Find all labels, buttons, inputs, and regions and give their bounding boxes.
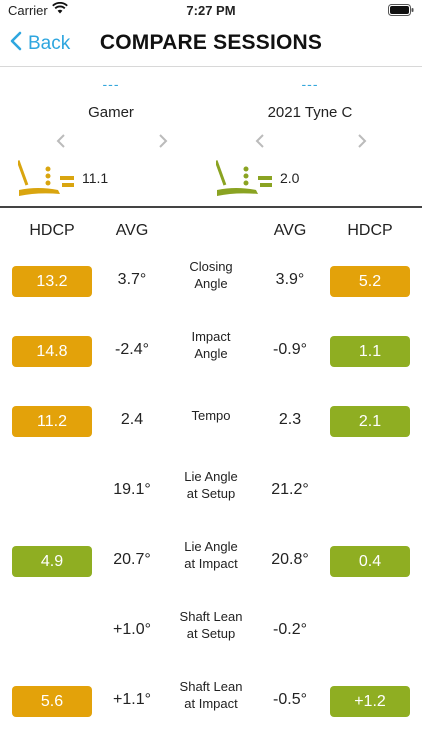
hdcp-badge-right: 0.4 xyxy=(330,546,410,577)
metric-label-line-1: Shaft Lean xyxy=(179,609,243,624)
putter-icon xyxy=(214,156,274,203)
avg-value-right: -0.5° xyxy=(273,691,307,708)
next-session-arrow[interactable] xyxy=(357,134,367,153)
back-button[interactable]: Back xyxy=(10,31,70,57)
metric-label-line-2: Angle xyxy=(194,346,228,361)
hdcp-badge-right: 5.2 xyxy=(330,266,410,297)
status-time: 7:27 PM xyxy=(186,3,236,18)
metric-label-line-2: at Impact xyxy=(184,556,238,571)
metric-label-line-1: Tempo xyxy=(191,408,231,423)
status-bar: Carrier 7:27 PM xyxy=(0,0,422,22)
avg-value-left: +1.1° xyxy=(113,691,151,708)
navigation-bar: Back COMPARE SESSIONS xyxy=(0,22,422,67)
avg-value-left: 2.4 xyxy=(120,411,144,428)
metric-label-line-1: Impact xyxy=(191,329,231,344)
avg-value-left: +1.0° xyxy=(113,621,151,638)
session-placeholder: --- xyxy=(102,76,120,92)
avg-value-left: 20.7° xyxy=(113,551,151,568)
avg-value-right: 21.2° xyxy=(271,481,309,498)
hdcp-badge-left: 14.8 xyxy=(12,336,92,367)
session-name: Gamer xyxy=(88,104,134,121)
hdcp-badge-right: 1.1 xyxy=(330,336,410,367)
metric-label: Impact Angle xyxy=(170,328,252,362)
metric-label-line-2: at Setup xyxy=(186,486,236,501)
avg-value-left: 3.7° xyxy=(117,271,147,288)
table-row: 14.8 -2.4° Impact Angle -0.9° 1.1 xyxy=(0,329,422,406)
table-row: 11.2 2.4 Tempo 2.3 2.1 xyxy=(0,406,422,476)
hdcp-badge-right: +1.2 xyxy=(330,686,410,717)
avg-value-right: 20.8° xyxy=(271,551,309,568)
next-session-arrow[interactable] xyxy=(158,134,168,153)
metric-label-line-2: Angle xyxy=(194,276,228,291)
table-row: 5.6 +1.1° Shaft Lean at Impact -0.5° +1.2 xyxy=(0,679,422,756)
hdcp-badge-left: 13.2 xyxy=(12,266,92,297)
metric-label-line-1: Closing xyxy=(189,259,233,274)
metric-label-line-1: Lie Angle xyxy=(184,469,238,484)
session-hdcp-value: 11.1 xyxy=(82,170,109,186)
metric-label: Shaft Lean at Setup xyxy=(170,608,252,642)
session-column-left: --- Gamer 11.1 xyxy=(0,66,211,206)
back-label: Back xyxy=(28,33,71,54)
section-divider xyxy=(0,206,422,208)
hdcp-badge-left: 4.9 xyxy=(12,546,92,577)
metric-label: Lie Angle at Setup xyxy=(170,468,252,502)
carrier-label: Carrier xyxy=(8,3,48,18)
avg-value-right: -0.2° xyxy=(273,621,307,638)
table-row: +1.0° Shaft Lean at Setup -0.2° xyxy=(0,609,422,686)
avg-value-right: 2.3 xyxy=(278,411,302,428)
metric-label: Lie Angle at Impact xyxy=(170,538,252,572)
table-row: 4.9 20.7° Lie Angle at Impact 20.8° 0.4 xyxy=(0,539,422,616)
hdcp-badge-left: 5.6 xyxy=(12,686,92,717)
avg-value-left: 19.1° xyxy=(113,481,151,498)
metric-label-line-2: at Setup xyxy=(186,626,236,641)
hdcp-badge-left: 11.2 xyxy=(12,406,92,437)
session-hdcp-value: 2.0 xyxy=(280,170,300,186)
metric-label-line-1: Lie Angle xyxy=(184,539,238,554)
wifi-icon xyxy=(52,1,68,17)
page-title: COMPARE SESSIONS xyxy=(99,31,323,54)
putter-icon xyxy=(16,156,76,203)
metric-label-line-1: Shaft Lean xyxy=(179,679,243,694)
avg-value-left: -2.4° xyxy=(115,341,149,358)
session-column-right: --- 2021 Tyne C 2.0 xyxy=(211,66,422,206)
column-header-avg-right: AVG xyxy=(273,222,307,239)
table-row: 19.1° Lie Angle at Setup 21.2° xyxy=(0,469,422,546)
column-header-hdcp-left: HDCP xyxy=(29,222,75,239)
session-name: 2021 Tyne C xyxy=(267,104,353,121)
session-placeholder: --- xyxy=(301,76,319,92)
metric-label: Tempo xyxy=(170,407,252,424)
table-row: 13.2 3.7° Closing Angle 3.9° 5.2 xyxy=(0,259,422,336)
column-header-avg-left: AVG xyxy=(115,222,149,239)
hdcp-badge-right: 2.1 xyxy=(330,406,410,437)
column-header-hdcp-right: HDCP xyxy=(347,222,393,239)
battery-icon xyxy=(388,4,414,19)
metric-label-line-2: at Impact xyxy=(184,696,238,711)
metric-label: Shaft Lean at Impact xyxy=(170,678,252,712)
avg-value-right: 3.9° xyxy=(275,271,305,288)
avg-value-right: -0.9° xyxy=(273,341,307,358)
previous-session-arrow[interactable] xyxy=(255,134,265,153)
metric-label: Closing Angle xyxy=(170,258,252,292)
chevron-left-icon xyxy=(10,31,22,57)
previous-session-arrow[interactable] xyxy=(56,134,66,153)
